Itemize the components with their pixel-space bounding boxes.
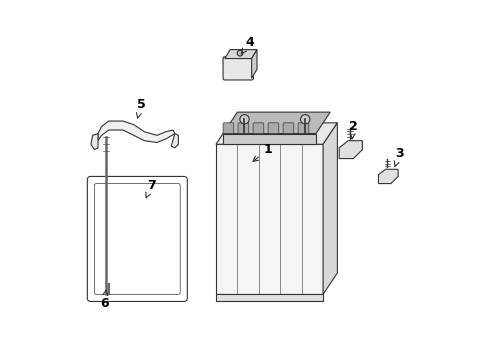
Text: 4: 4: [241, 36, 254, 54]
Text: 3: 3: [394, 147, 404, 166]
Polygon shape: [323, 123, 337, 294]
FancyBboxPatch shape: [267, 123, 278, 134]
FancyBboxPatch shape: [223, 123, 233, 134]
Polygon shape: [171, 134, 178, 148]
FancyBboxPatch shape: [223, 57, 253, 80]
FancyBboxPatch shape: [253, 123, 263, 134]
Text: 1: 1: [252, 143, 271, 161]
Polygon shape: [216, 123, 337, 144]
Polygon shape: [98, 121, 175, 143]
Polygon shape: [339, 141, 362, 158]
Text: 7: 7: [145, 179, 156, 198]
Polygon shape: [378, 169, 397, 184]
FancyBboxPatch shape: [298, 123, 308, 134]
FancyBboxPatch shape: [216, 144, 323, 294]
Text: 5: 5: [136, 99, 145, 118]
Bar: [216, 294, 323, 301]
Polygon shape: [251, 50, 257, 78]
Polygon shape: [224, 50, 257, 59]
Circle shape: [240, 114, 248, 124]
Polygon shape: [223, 112, 329, 134]
FancyBboxPatch shape: [283, 123, 293, 134]
Circle shape: [300, 114, 309, 124]
Bar: [223, 134, 315, 144]
FancyBboxPatch shape: [238, 123, 248, 134]
Text: 6: 6: [100, 290, 108, 310]
Polygon shape: [91, 134, 98, 150]
Circle shape: [237, 50, 243, 56]
Text: 2: 2: [348, 120, 357, 139]
